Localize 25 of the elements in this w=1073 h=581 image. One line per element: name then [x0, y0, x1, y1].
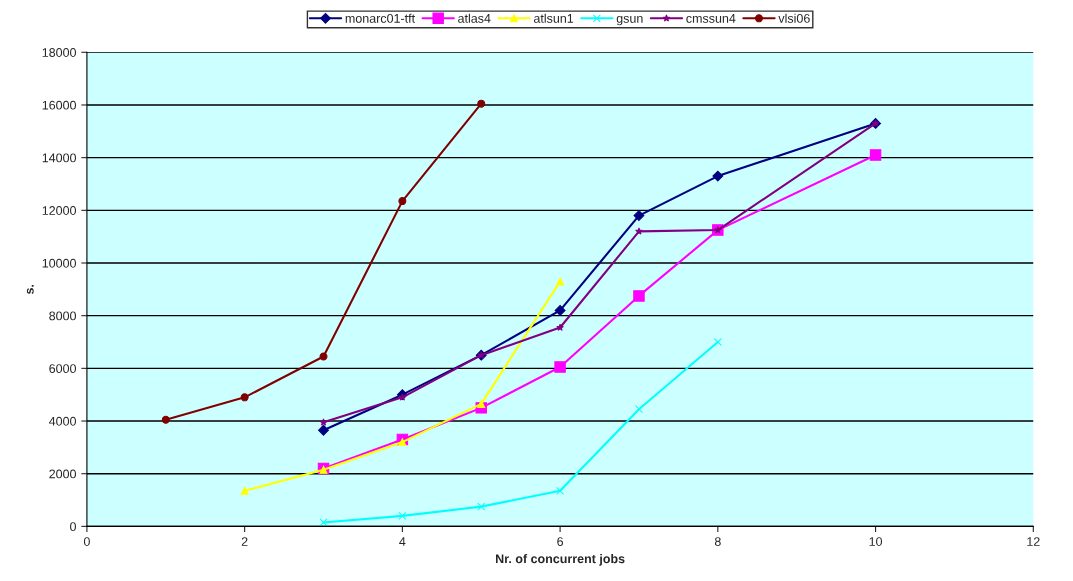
legend-label: cmssun4 [686, 14, 736, 23]
y-tick-label: 12000 [42, 206, 77, 215]
y-tick-label: 18000 [42, 48, 77, 57]
y-tick-label: 8000 [49, 311, 77, 321]
x-tick-label: 0 [83, 537, 90, 546]
x-tick-label: 12 [1027, 537, 1040, 546]
legend-label: monarc01-tft [345, 13, 415, 23]
x-tick-label: 10 [869, 537, 883, 546]
legend-label: vlsi06 [778, 13, 810, 23]
y-tick-label: 14000 [42, 153, 77, 163]
y-tick-label: 6000 [49, 364, 77, 374]
x-tick-label: 6 [557, 537, 564, 546]
y-tick-label: 2000 [49, 469, 77, 479]
legend-label: gsun [616, 15, 643, 26]
x-tick-label: 2 [241, 537, 248, 546]
x-axis-title: Nr. of concurrent jobs [496, 554, 625, 566]
x-tick-label: 4 [399, 537, 406, 546]
y-tick-label: 0 [70, 522, 77, 532]
y-tick-label: 4000 [48, 416, 77, 426]
y-axis-title: s. [26, 284, 34, 295]
x-tick-label: 8 [714, 537, 721, 546]
y-tick-label: 10000 [42, 258, 77, 268]
legend-label: atlas4 [458, 13, 491, 23]
y-tick-label: 16000 [42, 100, 77, 110]
legend-label: atlsun1 [533, 13, 574, 23]
